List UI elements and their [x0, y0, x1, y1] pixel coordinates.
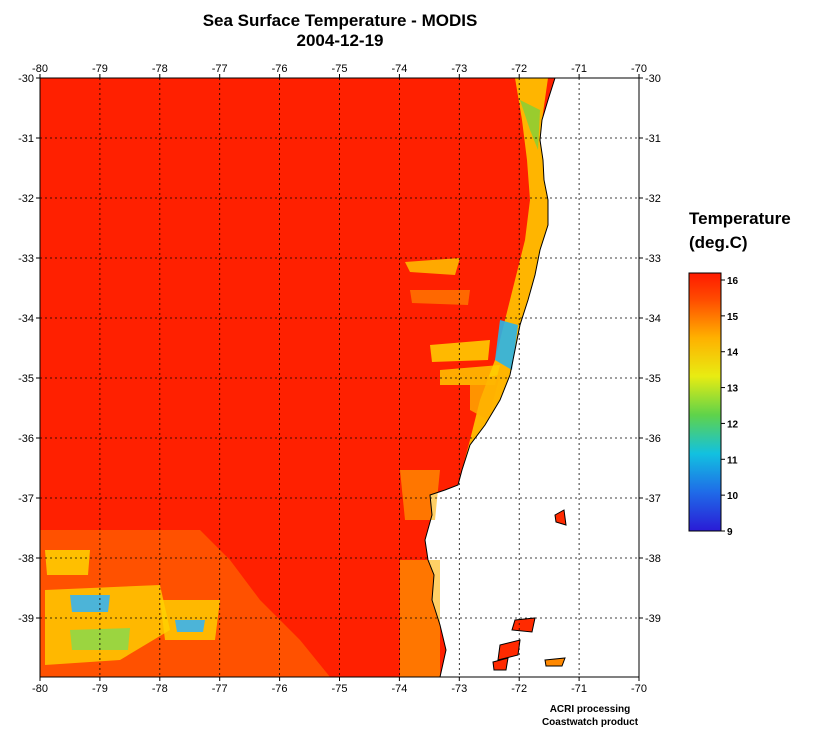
coastline — [424, 78, 556, 677]
colorbar-ticks: 16 15 14 13 12 11 10 9 — [721, 276, 739, 538]
lat-label-left: -34 — [18, 313, 34, 325]
lon-label-top: -71 — [571, 63, 587, 75]
lat-label-left: -30 — [18, 73, 34, 85]
map-title: Sea Surface Temperature - MODIS — [202, 11, 478, 30]
colorbar-label: 16 — [727, 276, 739, 287]
map-date: 2004-12-19 — [296, 31, 384, 50]
lat-label-right: -36 — [645, 433, 661, 445]
lat-label-right: -38 — [645, 553, 661, 565]
lon-label-bottom: -80 — [32, 683, 48, 695]
legend-title: Temperature — [689, 209, 791, 228]
lat-label-right: -34 — [645, 313, 661, 325]
lat-label-left: -36 — [18, 433, 34, 445]
lat-label-left: -31 — [18, 133, 34, 145]
colorbar-label: 15 — [727, 312, 739, 323]
lat-label-right: -33 — [645, 253, 661, 265]
lat-label-right: -30 — [645, 73, 661, 85]
lon-label-top: -73 — [451, 63, 467, 75]
lat-label-right: -32 — [645, 193, 661, 205]
lon-label-top: -76 — [272, 63, 288, 75]
colorbar-label: 14 — [727, 348, 739, 359]
sst-field — [40, 78, 639, 677]
lon-label-bottom: -78 — [152, 683, 168, 695]
lat-label-right: -31 — [645, 133, 661, 145]
lat-label-right: -37 — [645, 493, 661, 505]
axes: -80 -80 -79 -79 -78 -78 -77 -77 -76 -76 -75 -75 -74 -… — [18, 63, 661, 695]
footer-product: Coastwatch product — [541, 717, 639, 728]
lat-label-left: -39 — [18, 613, 34, 625]
land-mass — [425, 78, 639, 677]
lat-label-right: -35 — [645, 373, 661, 385]
lon-label-bottom: -74 — [391, 683, 407, 695]
lon-label-bottom: -75 — [332, 683, 348, 695]
colorbar-label: 10 — [727, 491, 739, 502]
lon-label-bottom: -76 — [272, 683, 288, 695]
lon-label-bottom: -71 — [571, 683, 587, 695]
lat-label-left: -35 — [18, 373, 34, 385]
lon-label-top: -79 — [92, 63, 108, 75]
footer-processing: ACRI processing — [549, 704, 631, 715]
colorbar — [688, 272, 722, 532]
lat-label-left: -32 — [18, 193, 34, 205]
lon-label-bottom: -72 — [511, 683, 527, 695]
lon-label-bottom: -70 — [631, 683, 647, 695]
lon-label-top: -80 — [32, 63, 48, 75]
lon-label-bottom: -73 — [451, 683, 467, 695]
lat-label-right: -39 — [645, 613, 661, 625]
lat-label-left: -38 — [18, 553, 34, 565]
lon-label-bottom: -77 — [212, 683, 228, 695]
legend-units: (deg.C) — [689, 233, 748, 252]
lon-label-top: -78 — [152, 63, 168, 75]
colorbar-label: 9 — [727, 527, 733, 538]
colorbar-label: 12 — [727, 419, 739, 430]
lon-label-top: -74 — [391, 63, 407, 75]
lat-label-left: -33 — [18, 253, 34, 265]
lon-label-top: -77 — [212, 63, 228, 75]
colorbar-label: 11 — [727, 455, 738, 466]
colorbar-label: 13 — [727, 384, 739, 395]
lon-label-bottom: -79 — [92, 683, 108, 695]
lon-label-top: -70 — [631, 63, 647, 75]
lon-label-top: -72 — [511, 63, 527, 75]
lon-label-top: -75 — [332, 63, 348, 75]
lat-label-left: -37 — [18, 493, 34, 505]
